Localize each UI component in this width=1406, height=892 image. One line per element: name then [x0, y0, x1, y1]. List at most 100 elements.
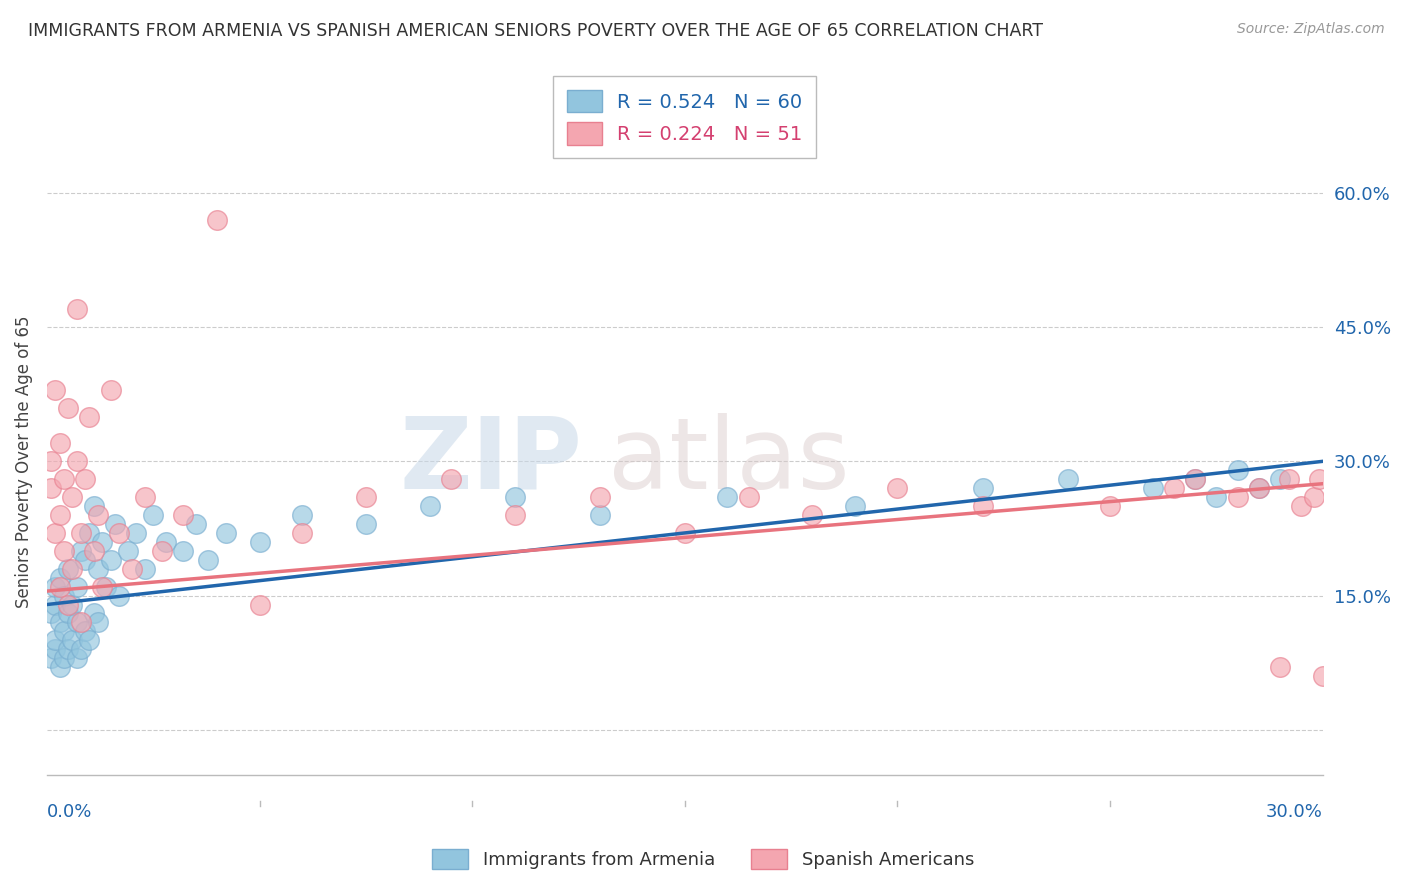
Point	[52, 544, 75, 558]
Point	[44, 642, 66, 657]
Point	[291, 508, 314, 522]
Point	[197, 553, 219, 567]
Text: 0.0%: 0.0%	[46, 803, 93, 821]
Point	[354, 516, 377, 531]
Point	[87, 562, 110, 576]
Point	[70, 615, 93, 630]
Point	[172, 544, 194, 558]
Point	[44, 383, 66, 397]
Point	[75, 624, 97, 639]
Point	[56, 401, 79, 415]
Point	[56, 598, 79, 612]
Text: IMMIGRANTS FROM ARMENIA VS SPANISH AMERICAN SENIORS POVERTY OVER THE AGE OF 65 C: IMMIGRANTS FROM ARMENIA VS SPANISH AMERI…	[28, 22, 1043, 40]
Point	[249, 598, 271, 612]
Point	[60, 598, 83, 612]
Point	[48, 580, 70, 594]
Point	[87, 508, 110, 522]
Point	[214, 525, 236, 540]
Point	[589, 490, 612, 504]
Point	[100, 553, 122, 567]
Point	[70, 544, 93, 558]
Point	[886, 481, 908, 495]
Point	[70, 525, 93, 540]
Point	[354, 490, 377, 504]
Point	[1247, 481, 1270, 495]
Point	[39, 454, 62, 468]
Point	[1291, 499, 1313, 513]
Point	[91, 534, 114, 549]
Point	[1247, 481, 1270, 495]
Point	[83, 499, 105, 513]
Point	[1184, 472, 1206, 486]
Point	[48, 571, 70, 585]
Point	[79, 633, 101, 648]
Point	[108, 589, 131, 603]
Point	[801, 508, 824, 522]
Text: atlas: atlas	[609, 413, 849, 510]
Point	[83, 607, 105, 621]
Point	[1270, 660, 1292, 674]
Point	[121, 562, 143, 576]
Point	[503, 508, 526, 522]
Point	[79, 409, 101, 424]
Point	[972, 499, 994, 513]
Point	[155, 534, 177, 549]
Point	[52, 651, 75, 665]
Point	[205, 212, 228, 227]
Point	[1056, 472, 1078, 486]
Point	[1226, 463, 1249, 477]
Point	[44, 633, 66, 648]
Point	[66, 454, 89, 468]
Point	[44, 598, 66, 612]
Point	[117, 544, 139, 558]
Point	[44, 525, 66, 540]
Point	[39, 481, 62, 495]
Point	[1312, 669, 1334, 683]
Point	[60, 633, 83, 648]
Point	[56, 642, 79, 657]
Point	[716, 490, 738, 504]
Point	[96, 580, 118, 594]
Text: Source: ZipAtlas.com: Source: ZipAtlas.com	[1237, 22, 1385, 37]
Point	[1142, 481, 1164, 495]
Point	[66, 580, 89, 594]
Point	[48, 660, 70, 674]
Point	[48, 615, 70, 630]
Point	[48, 436, 70, 450]
Point	[844, 499, 866, 513]
Point	[70, 642, 93, 657]
Point	[56, 562, 79, 576]
Point	[83, 544, 105, 558]
Point	[39, 651, 62, 665]
Point	[1308, 472, 1330, 486]
Legend: R = 0.524   N = 60, R = 0.224   N = 51: R = 0.524 N = 60, R = 0.224 N = 51	[554, 77, 817, 158]
Point	[673, 525, 696, 540]
Point	[249, 534, 271, 549]
Point	[56, 607, 79, 621]
Point	[75, 472, 97, 486]
Text: ZIP: ZIP	[399, 413, 582, 510]
Point	[48, 508, 70, 522]
Point	[66, 651, 89, 665]
Point	[75, 553, 97, 567]
Point	[1163, 481, 1185, 495]
Text: 30.0%: 30.0%	[1265, 803, 1323, 821]
Point	[589, 508, 612, 522]
Point	[104, 516, 127, 531]
Point	[100, 383, 122, 397]
Point	[91, 580, 114, 594]
Point	[440, 472, 463, 486]
Point	[60, 490, 83, 504]
Point	[1205, 490, 1227, 504]
Point	[60, 562, 83, 576]
Point	[503, 490, 526, 504]
Point	[87, 615, 110, 630]
Point	[79, 525, 101, 540]
Point	[184, 516, 207, 531]
Point	[1270, 472, 1292, 486]
Point	[66, 302, 89, 317]
Point	[134, 490, 156, 504]
Point	[52, 624, 75, 639]
Point	[972, 481, 994, 495]
Legend: Immigrants from Armenia, Spanish Americans: Immigrants from Armenia, Spanish America…	[423, 839, 983, 879]
